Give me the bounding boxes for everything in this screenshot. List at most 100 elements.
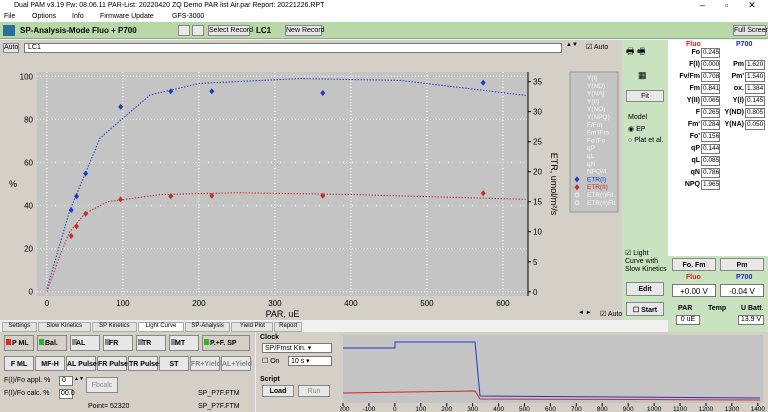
- fluo-value: 0.708: [701, 72, 720, 82]
- y2-tick-label: 20: [533, 168, 542, 177]
- menu-item[interactable]: File: [4, 13, 16, 20]
- tab[interactable]: Light Curve: [138, 322, 184, 332]
- control-button[interactable]: FR: [109, 340, 119, 347]
- record-bar: Auto LC1 ▲▼ ☑ Auto: [0, 40, 622, 56]
- chart-auto[interactable]: ☑ Auto: [600, 311, 623, 318]
- icon-button[interactable]: [178, 25, 190, 36]
- fluo-header: Fluo: [686, 41, 701, 48]
- y2-axis-label: ETR, umol/m²/s: [549, 153, 559, 216]
- control-button[interactable]: ST: [159, 356, 189, 371]
- model-plat[interactable]: ○ Plat et al.: [628, 137, 664, 144]
- button-frame[interactable]: [169, 335, 199, 351]
- menu-item[interactable]: Options: [32, 13, 57, 20]
- y2-tick-label: 35: [533, 78, 542, 87]
- light-curve-option[interactable]: ☑ Light Curve with Slow Kinetics: [625, 250, 667, 273]
- y-tick-label: 60: [24, 158, 33, 167]
- x-tick-label: 100: [116, 299, 130, 308]
- run-button[interactable]: Run: [298, 385, 330, 397]
- control-button[interactable]: TR: [142, 340, 152, 347]
- control-button[interactable]: AL: [76, 340, 86, 347]
- fluo-value: 0.000: [701, 60, 720, 70]
- new-record-button[interactable]: New Record: [285, 25, 325, 36]
- tab[interactable]: Slow Kinetics: [37, 322, 91, 332]
- led: [138, 339, 143, 345]
- fi-appl-field[interactable]: 0: [59, 376, 73, 386]
- scroll-buttons[interactable]: ◄ ►: [578, 310, 592, 316]
- side-panel: 🖶 🖷 ▦ Fit Model ◉ EP ○ Plat et al. ☑ Lig…: [622, 40, 668, 320]
- model-ep[interactable]: ◉ EP: [628, 126, 646, 133]
- print-icons[interactable]: 🖶 🖷: [626, 46, 646, 56]
- control-button[interactable]: FR+Yield: [190, 356, 221, 371]
- button-frame[interactable]: [202, 335, 250, 351]
- control-button[interactable]: F ML: [4, 356, 34, 371]
- menu-item[interactable]: Firmware Update: [100, 13, 154, 20]
- clock-script-panel: Clock SP/Fmst Kin. ▾ ☐ On 10 s ▾ Script …: [256, 332, 340, 412]
- led: [204, 339, 209, 345]
- control-button[interactable]: Bal.: [45, 340, 58, 347]
- auto-checkbox[interactable]: ☑ Auto: [586, 44, 609, 51]
- menu-item[interactable]: Info: [72, 13, 84, 20]
- clock-interval[interactable]: 10 s ▾: [288, 356, 332, 366]
- tab[interactable]: Yield Plot: [231, 322, 274, 332]
- fit-button[interactable]: Fit: [626, 90, 664, 102]
- fluo-signal: +0.00 V: [672, 284, 716, 297]
- record-name-field[interactable]: LC1: [24, 43, 562, 53]
- tab[interactable]: SP-Analysis: [184, 322, 231, 332]
- spin[interactable]: ▲▼: [566, 42, 578, 48]
- control-button[interactable]: MT: [175, 340, 186, 347]
- load-button[interactable]: Load: [262, 385, 294, 397]
- clock-on[interactable]: ☐ On: [262, 358, 280, 365]
- edit-button[interactable]: Edit: [626, 282, 664, 296]
- icon-button[interactable]: [192, 25, 204, 36]
- control-button[interactable]: AL+Yield: [221, 356, 252, 371]
- par-label: PAR: [678, 305, 693, 312]
- ep-label: EP: [636, 126, 646, 133]
- y2-tick-label: 25: [533, 138, 542, 147]
- control-button[interactable]: P.+F. SP: [210, 340, 237, 347]
- tab[interactable]: SP Kinetics: [91, 322, 138, 332]
- full-screen-button[interactable]: Full Screen: [733, 25, 768, 36]
- control-button[interactable]: P ML: [12, 340, 29, 347]
- auto-button[interactable]: Auto: [3, 43, 19, 53]
- button-frame[interactable]: [136, 335, 166, 351]
- light-curve-chart: 0 100 200 300 400 500 600 0 20 40 60 80 100 0 5 10 15 20 2…: [0, 56, 622, 320]
- tab[interactable]: Report: [274, 322, 302, 332]
- button-frame[interactable]: [37, 335, 67, 351]
- menu-item[interactable]: GFS-3000: [172, 13, 205, 20]
- window-controls[interactable]: –▫✕: [700, 0, 756, 10]
- y2-tick-label: 10: [533, 228, 542, 237]
- y-tick-label: 80: [24, 115, 33, 124]
- start-button[interactable]: ☐ Start: [626, 302, 664, 316]
- light-curve-label: Light Curve with Slow Kinetics: [625, 250, 667, 273]
- select-record-button[interactable]: Select Record: [208, 25, 253, 36]
- control-button[interactable]: TR Pulse: [128, 356, 159, 371]
- button-frame[interactable]: [103, 335, 133, 351]
- x-tick-label: 500: [420, 299, 434, 308]
- trace-tick-label: 100: [415, 406, 426, 412]
- toolbar: SP-Analysis-Mode Fluo + P700 Select Reco…: [0, 22, 768, 39]
- data-point: [209, 192, 215, 199]
- trace-tick-label: 600: [545, 406, 556, 412]
- led: [105, 339, 110, 345]
- fbcalc-button[interactable]: Fbcalc: [86, 377, 118, 393]
- fo-fm-button[interactable]: Fo. Fm: [672, 258, 716, 271]
- legend-entry: Y(I): [587, 75, 597, 82]
- led: [72, 339, 77, 345]
- fluo-param: F(I): [689, 61, 700, 68]
- clock-mode[interactable]: SP/Fmst Kin. ▾: [262, 343, 332, 353]
- pm-button[interactable]: Pm: [720, 258, 764, 271]
- fluo-param: Y(II): [686, 97, 700, 104]
- control-button[interactable]: AL Pulse: [66, 356, 97, 371]
- legend-symbol: [574, 192, 580, 198]
- control-button[interactable]: FR Pulse: [97, 356, 128, 371]
- control-button[interactable]: MF-H: [35, 356, 65, 371]
- button-frame[interactable]: [70, 335, 100, 351]
- fluo-value: 0.284: [701, 120, 720, 130]
- point-label: Point= 52320: [88, 403, 130, 410]
- clock-title: Clock: [260, 334, 280, 341]
- button-frame[interactable]: [4, 335, 34, 351]
- legend-entry: ETR(II)Fit: [587, 200, 615, 207]
- spin[interactable]: ▲▼: [74, 376, 84, 382]
- tab[interactable]: Settings: [2, 322, 37, 332]
- controls-panel: F(I)/Fo appl. % 0 ▲▼ F(I)/Fo calc. % 00.…: [0, 332, 255, 412]
